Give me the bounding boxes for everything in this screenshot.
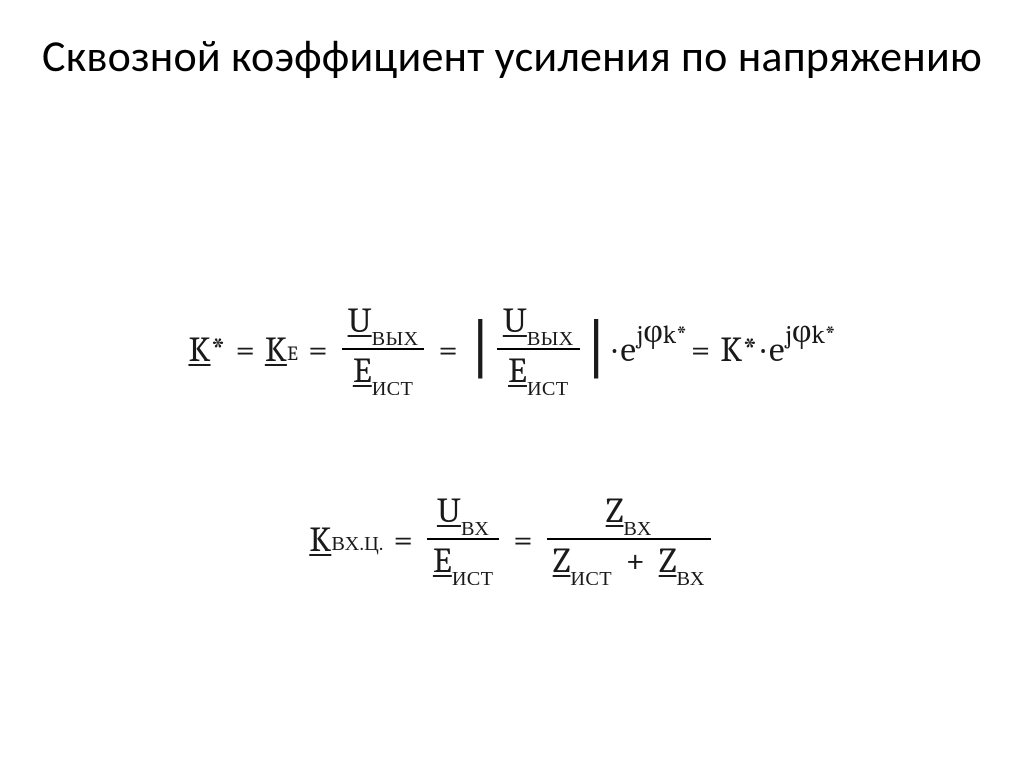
sym-Z: Z [659, 540, 677, 581]
sub-E: E [287, 343, 298, 366]
sym-eq: = [308, 329, 327, 370]
sub-ist: ИСТ [527, 378, 568, 401]
slide: Сквозной коэффициент усиления по напряже… [0, 0, 1024, 767]
sym-K: K [309, 519, 331, 560]
sub-ist: ИСТ [372, 378, 413, 401]
sym-k: k [663, 321, 676, 350]
sub-vyh: ВЫХ [372, 328, 419, 351]
sym-star: * [825, 321, 836, 350]
sub-vh: ВХ [623, 518, 651, 541]
sym-e: e [620, 329, 635, 370]
sym-Z: Z [553, 540, 571, 581]
sym-E: E [508, 350, 527, 391]
sub-vhc: ВХ.Ц. [331, 533, 383, 556]
sub-ist: ИСТ [570, 568, 611, 591]
sym-eq: = [235, 329, 254, 370]
sym-E: E [353, 350, 372, 391]
sub-ist: ИСТ [452, 568, 493, 591]
sym-eq: = [513, 519, 532, 560]
sym-star: * [676, 321, 687, 350]
sym-star: * [211, 329, 226, 370]
fraction: UВХ EИСТ [427, 490, 499, 589]
sym-dot: · [761, 329, 765, 370]
sym-phi: φ [643, 321, 663, 341]
fraction: UВЫХ EИСТ [342, 300, 425, 399]
page-title: Сквозной коэффициент усиления по напряже… [0, 0, 1024, 83]
sym-U: U [437, 490, 461, 531]
sym-k: k [812, 321, 825, 350]
sym-eq: = [691, 329, 710, 370]
sub-vh: ВХ [461, 518, 489, 541]
exponent: jφk* [785, 321, 835, 350]
sym-eq: = [438, 329, 457, 370]
sym-dot: · [613, 329, 617, 370]
sym-K: K [188, 329, 210, 370]
sub-vyh: ВЫХ [527, 328, 574, 351]
formula-k-star: K* = KE = UВЫХ EИСТ = | UВЫХ EИСТ | · e … [0, 300, 1024, 399]
sym-U: U [348, 300, 372, 341]
sym-E: E [433, 540, 452, 581]
sub-vh: ВХ [676, 568, 704, 591]
exponent: jφk* [637, 321, 687, 350]
sym-star: * [742, 329, 757, 370]
sym-e: e [769, 329, 784, 370]
fraction: ZВХ ZИСТ + ZВХ [547, 490, 711, 589]
sym-K: K [265, 329, 287, 370]
sym-K: K [720, 329, 742, 370]
fraction: UВЫХ EИСТ [497, 300, 580, 399]
sym-eq: = [394, 519, 413, 560]
sym-plus: + [626, 540, 645, 581]
sym-U: U [503, 300, 527, 341]
sym-phi: φ [792, 321, 812, 341]
sym-Z: Z [606, 490, 624, 531]
formula-k-vhc: KВХ.Ц. = UВХ EИСТ = ZВХ ZИСТ + ZВХ [0, 490, 1024, 589]
